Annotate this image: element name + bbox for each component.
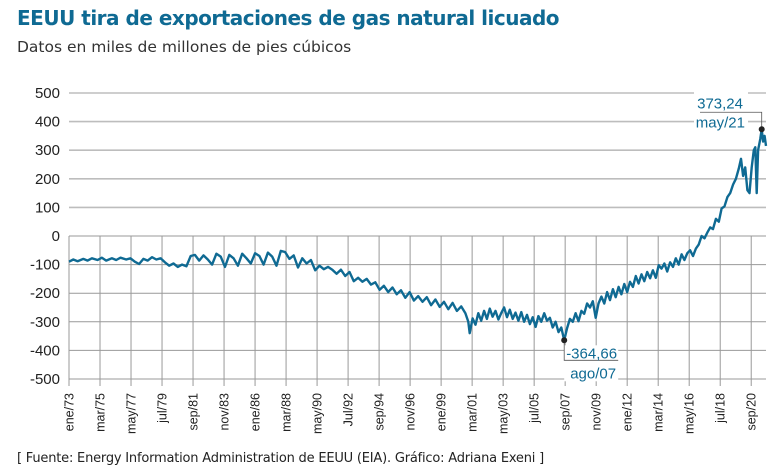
series-layer [68,128,768,342]
annotations-layer: -364,66 ago/07 373,24 may/21 [561,90,765,382]
y-tick-label: 400 [35,114,60,131]
annotation-max-leader [700,111,763,130]
x-tick-label: may/16 [683,393,697,434]
annotation-min-value: -364,66 [566,345,617,362]
x-tick-label: Jul/92 [342,393,356,426]
y-tick-label: -300 [30,314,60,331]
x-tick-label: sep/94 [373,393,387,431]
chart-subtitle: Datos en miles de millones de pies cúbic… [17,38,352,56]
x-tick-label: jul/05 [528,393,542,424]
x-tick-label: nov/96 [404,393,418,431]
annotation-max-dot [758,126,765,133]
x-tick-label: sep/20 [745,393,759,431]
x-tick-label: nov/09 [590,393,604,431]
x-tick-label: may/03 [497,393,511,434]
x-tick-label: ene/99 [435,393,449,431]
x-tick-label: jul/18 [714,393,728,424]
x-axis-ticks: ene/73 mar/75 may/77 jul/79 sep/81 nov/83 ene/… [63,393,759,434]
x-tick-label: ene/12 [621,393,635,431]
y-tick-label: -100 [30,257,60,274]
x-tick-label: sep/81 [187,393,201,431]
x-tick-label: mar/75 [94,393,108,432]
line-chart: 500 400 300 200 100 0 -100 -200 -300 -400 -500 ene… [30,85,768,434]
annotation-max-date: may/21 [696,114,745,131]
y-tick-label: -500 [30,371,60,388]
y-tick-label: 500 [35,85,60,102]
y-tick-label: 0 [52,228,60,245]
y-tick-label: -400 [30,342,60,359]
x-tick-label: ene/73 [63,393,77,431]
x-tick-label: may/90 [311,393,325,434]
x-tick-label: may/77 [125,393,139,434]
annotation-min-leader [563,340,619,361]
y-axis-ticks: 500 400 300 200 100 0 -100 -200 -300 -400 -500 [30,85,60,388]
annotation-max-value: 373,24 [697,95,743,112]
y-tick-label: 100 [35,199,60,216]
annotation-min-box [564,345,619,382]
annotation-min-date: ago/07 [570,365,616,382]
x-tick-label: mar/88 [280,393,294,432]
source-credit: [ Fuente: Energy Information Administrat… [17,451,544,466]
grid-lines [68,92,766,386]
x-tick-label: sep/07 [559,393,573,431]
x-tick-label: mar/14 [652,393,666,432]
x-tick-label: nov/83 [218,393,232,431]
x-tick-label: jul/79 [156,393,170,424]
x-tick-label: ene/86 [249,393,263,431]
annotation-max-box [694,90,748,126]
series-line [68,128,768,342]
chart-title: EEUU tira de exportaciones de gas natura… [17,6,560,30]
annotation-min-dot [561,337,568,344]
y-tick-label: -200 [30,285,60,302]
y-tick-label: 300 [35,142,60,159]
x-tick-label: mar/01 [466,393,480,432]
y-tick-label: 200 [35,171,60,188]
